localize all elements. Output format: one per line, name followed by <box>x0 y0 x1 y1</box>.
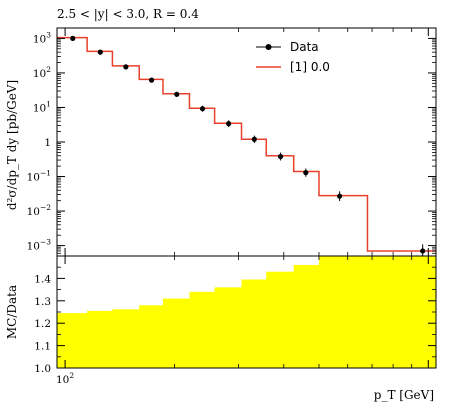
x-axis-label: p_T [GeV] <box>374 388 434 402</box>
ratio-y-tick-label: 1.0 <box>34 363 51 375</box>
main-panel: 103 102 101 1 10−1 10−2 10−3 <box>27 27 437 258</box>
ratio-band-bin <box>241 279 267 368</box>
main-panel-frame <box>56 27 437 257</box>
data-point <box>123 64 129 70</box>
data-point <box>97 49 103 55</box>
y-tick-label: 101 <box>33 99 51 114</box>
y-tick-label: 10−2 <box>27 203 52 218</box>
mc-histogram-line <box>57 36 436 252</box>
data-point <box>174 91 180 97</box>
ratio-band-bin <box>189 291 216 368</box>
data-point <box>70 35 76 41</box>
legend-data-label: Data <box>290 40 319 54</box>
x-tick-label: 102 <box>56 371 74 386</box>
ratio-y-tick-label: 1.1 <box>34 341 51 353</box>
data-point <box>337 193 343 199</box>
ratio-band-bin <box>139 305 164 368</box>
legend: Data [1] 0.0 <box>256 40 330 74</box>
data-point <box>420 248 426 254</box>
ratio-band-bin <box>57 313 88 368</box>
y-axis-label-main: d²σ/dp_T dy [pb/GeV] <box>5 80 19 210</box>
y-axis-label-ratio: MC/Data <box>5 285 19 339</box>
ratio-y-tick-label: 1.4 <box>34 273 51 285</box>
data-point <box>277 153 284 160</box>
data-point <box>148 77 155 83</box>
ratio-band-bin <box>214 287 243 368</box>
y-tick-label: 102 <box>33 65 51 80</box>
ratio-panel: 1.0 1.1 1.2 1.3 1.4 102 <box>34 255 437 386</box>
data-point <box>251 136 257 142</box>
y-tick-label: 1 <box>44 137 51 149</box>
chart-title: 2.5 < |y| < 3.0, R = 0.4 <box>57 7 199 21</box>
data-point <box>199 106 206 112</box>
legend-data-marker <box>265 44 272 50</box>
ratio-band-bin <box>266 271 295 368</box>
legend-mc-label: [1] 0.0 <box>290 60 330 74</box>
data-point <box>303 169 309 176</box>
y-tick-label: 103 <box>33 30 51 45</box>
ratio-band-bin <box>367 256 437 368</box>
ratio-y-tick-label: 1.2 <box>34 318 51 330</box>
y-tick-label: 10−3 <box>27 238 52 253</box>
ratio-band-bin <box>162 298 190 368</box>
ratio-band-bin <box>112 309 140 368</box>
ratio-band-bin <box>293 264 320 368</box>
data-point <box>226 121 232 127</box>
y-tick-label: 10−1 <box>27 169 51 184</box>
ratio-y-tick-label: 1.3 <box>34 296 51 308</box>
ratio-band-bin <box>318 256 368 368</box>
ratio-band-bin <box>87 310 113 368</box>
